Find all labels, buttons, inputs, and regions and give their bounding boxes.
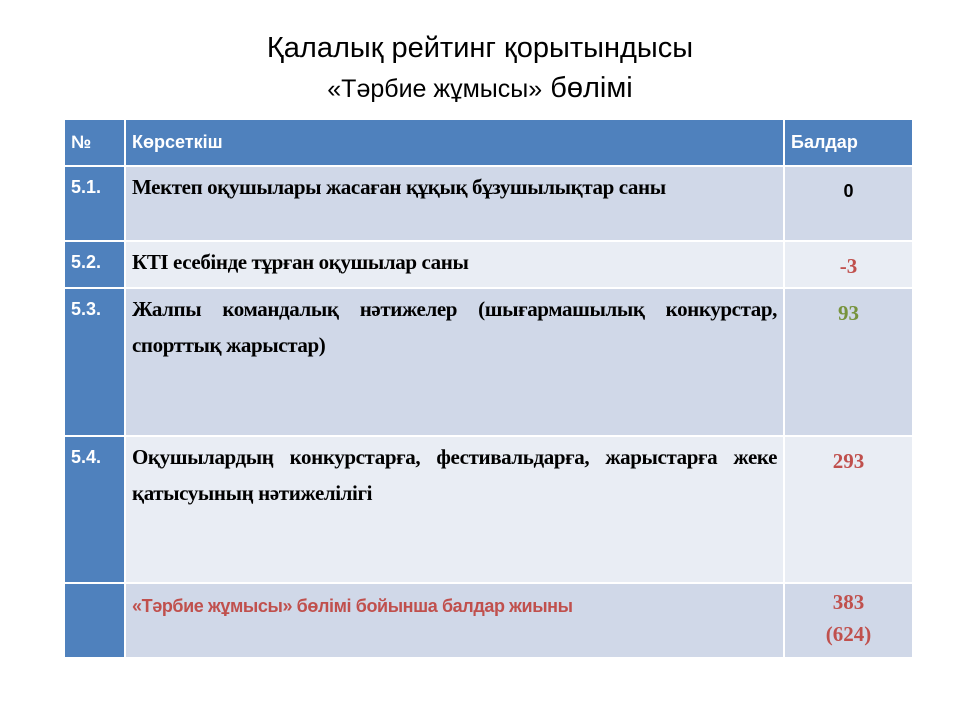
- subtitle-section: «Тәрбие жұмысы»: [327, 75, 543, 103]
- row-number: [65, 584, 124, 657]
- total-label: «Тәрбие жұмысы» бөлімі бойынша балдар жи…: [124, 584, 783, 657]
- header-number: №: [65, 120, 124, 165]
- table-row: 5.4. Оқушылардың конкурстарға, фестиваль…: [65, 437, 912, 582]
- header-indicator: Көрсеткіш: [124, 120, 783, 165]
- row-value: 93: [783, 289, 912, 435]
- slide-title: Қалалық рейтинг қорытындысы: [266, 32, 694, 64]
- header-points: Балдар: [783, 120, 912, 165]
- total-value: 383 (624): [783, 584, 912, 657]
- row-number: 5.3.: [65, 289, 124, 435]
- rating-table: № Көрсеткіш Балдар 5.1. Мектеп оқушылары…: [65, 118, 912, 659]
- row-label: Жалпы командалық нәтижелер (шығармашылық…: [124, 289, 783, 435]
- row-number: 5.4.: [65, 437, 124, 582]
- table-row: 5.2. КТІ есебінде тұрған оқушылар саны -…: [65, 242, 912, 287]
- table-total-row: «Тәрбие жұмысы» бөлімі бойынша балдар жи…: [65, 584, 912, 657]
- row-number: 5.1.: [65, 167, 124, 240]
- row-label: КТІ есебінде тұрған оқушылар саны: [124, 242, 783, 287]
- row-label: Оқушылардың конкурстарға, фестивальдарға…: [124, 437, 783, 582]
- slide-subtitle: «Тәрбие жұмысы» бөлімі: [0, 72, 960, 105]
- table-header: № Көрсеткіш Балдар: [65, 120, 912, 165]
- table-row: 5.3. Жалпы командалық нәтижелер (шығарма…: [65, 289, 912, 435]
- row-value: 0: [783, 167, 912, 240]
- row-label: Мектеп оқушылары жасаған құқық бұзушылық…: [124, 167, 783, 240]
- row-number: 5.2.: [65, 242, 124, 287]
- row-value: 293: [783, 437, 912, 582]
- row-value: -3: [783, 242, 912, 287]
- total-score-max: (624): [825, 622, 872, 646]
- table-row: 5.1. Мектеп оқушылары жасаған құқық бұзу…: [65, 167, 912, 240]
- total-score: 383: [832, 590, 865, 614]
- subtitle-word: бөлімі: [542, 72, 633, 104]
